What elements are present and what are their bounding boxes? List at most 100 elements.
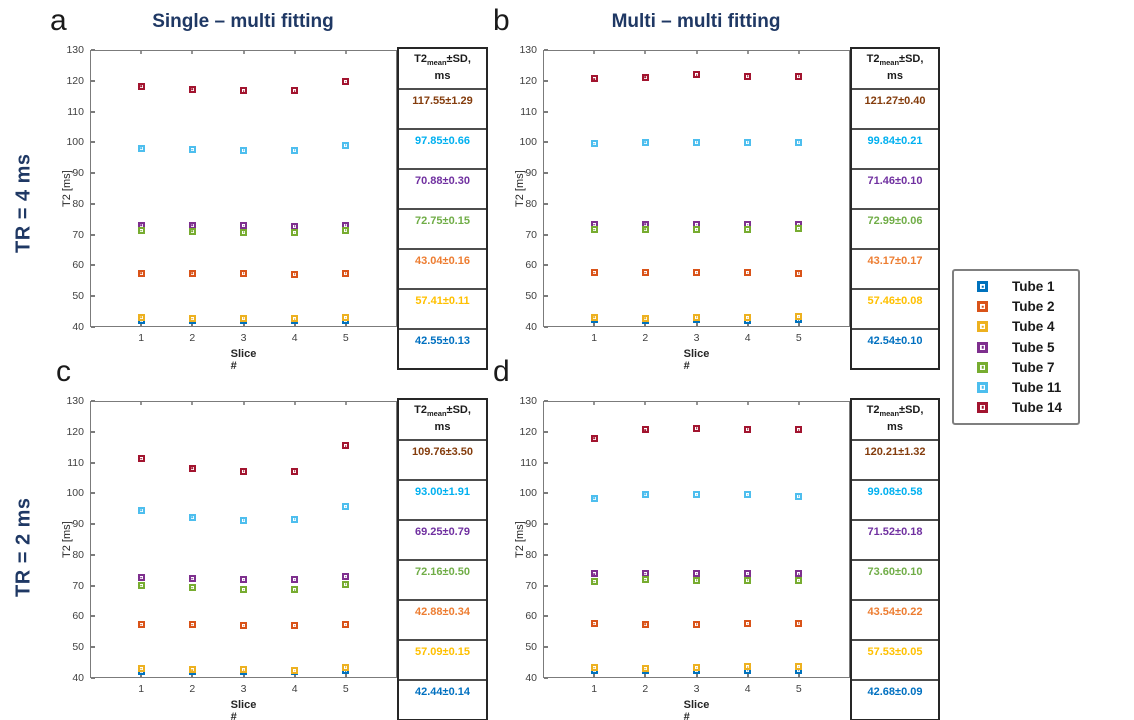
y-tick-label: 110 — [67, 456, 84, 469]
marker-tube-2-s2 — [641, 620, 649, 628]
marker-center-dot — [140, 224, 142, 226]
marker-tube-14-s4 — [744, 425, 752, 433]
marker-center-dot — [695, 579, 698, 581]
marker-center-dot — [140, 229, 142, 232]
table-row-mean-sd: 117.55±1.29 — [399, 90, 486, 130]
legend-item-tube-2: Tube 2 — [954, 299, 1078, 314]
marker-center-dot — [293, 669, 296, 672]
marker-tube-5-s4 — [291, 576, 299, 584]
x-tick-top — [644, 51, 647, 54]
mean-sd-table-b: T2mean±SD, ms 121.27±0.40 99.84±0.21 71.46±0… — [850, 47, 940, 370]
marker-center-dot — [242, 579, 245, 581]
table-row-mean-sd: 72.99±0.06 — [852, 210, 938, 250]
x-tick-label: 3 — [240, 683, 247, 695]
marker-tube-2-s4 — [744, 620, 752, 628]
x-tick-top — [344, 51, 347, 54]
marker-center-dot — [242, 588, 245, 591]
marker-center-dot — [242, 317, 245, 319]
legend-marker-dot — [981, 386, 984, 389]
marker-center-dot — [345, 623, 347, 626]
y-tick — [544, 295, 548, 298]
marker-tube-4-s1 — [590, 664, 598, 672]
y-tick — [544, 615, 548, 618]
marker-tube-5-s2 — [641, 570, 649, 578]
marker-center-dot — [593, 143, 595, 145]
x-tick — [593, 673, 596, 677]
legend-label: Tube 5 — [1012, 339, 1055, 355]
marker-tube-4-s3 — [693, 664, 700, 672]
y-tick-label: 40 — [525, 672, 537, 684]
marker-center-dot — [345, 80, 347, 83]
table-row-mean-sd: 42.55±0.13 — [415, 335, 470, 347]
marker-center-dot — [798, 579, 800, 582]
marker-tube-5-s1 — [590, 570, 598, 578]
y-tick-label: 80 — [525, 548, 537, 561]
marker-tube-11-s2 — [188, 146, 196, 154]
y-tick-label: 50 — [72, 641, 84, 654]
y-tick-label: 90 — [72, 167, 84, 180]
column-title-multi-multi: Multi – multi fitting — [611, 11, 781, 32]
y-tick-label: 120 — [519, 74, 537, 87]
marker-center-dot — [746, 141, 749, 144]
legend-item-tube-14: Tube 14 — [954, 400, 1078, 415]
y-tick-label: 110 — [67, 105, 84, 118]
y-axis-label: T2 [ms] — [61, 170, 73, 207]
marker-center-dot — [140, 147, 142, 149]
row-label-tr-4ms: TR = 4 ms — [12, 153, 35, 253]
marker-tube-2-s2 — [188, 621, 196, 629]
x-tick-top — [593, 402, 596, 405]
x-tick-label: 4 — [744, 332, 751, 344]
legend-marker-icon — [977, 321, 988, 333]
table-row-mean-sd: 57.46±0.08 — [852, 290, 938, 330]
marker-tube-14-s3 — [240, 467, 247, 475]
marker-tube-2-s3 — [693, 269, 700, 277]
marker-tube-7-s1 — [137, 582, 145, 590]
x-tick — [797, 322, 800, 326]
marker-tube-11-s1 — [137, 506, 145, 514]
y-tick-label: 40 — [72, 672, 84, 684]
y-axis-label: T2 [ms] — [514, 521, 526, 558]
y-tick-label: 130 — [66, 395, 84, 407]
marker-center-dot — [345, 224, 347, 227]
marker-tube-7-s2 — [641, 225, 649, 233]
legend-marker-dot — [981, 365, 984, 369]
marker-center-dot — [191, 317, 194, 320]
x-tick-label: 2 — [642, 683, 649, 695]
y-tick-label: 60 — [525, 259, 537, 272]
marker-tube-11-s5 — [342, 141, 350, 149]
x-tick-top — [797, 402, 800, 405]
marker-tube-7-s5 — [795, 577, 803, 585]
marker-center-dot — [798, 272, 800, 275]
table-row-mean-sd: 57.41±0.11 — [399, 290, 486, 330]
legend-marker-dot — [981, 345, 984, 349]
marker-tube-11-s3 — [693, 491, 700, 499]
marker-center-dot — [191, 577, 194, 580]
y-axis-label: T2 [ms] — [61, 521, 73, 558]
marker-center-dot — [695, 272, 698, 274]
marker-tube-4-s2 — [188, 315, 196, 323]
table-row-mean-sd: 42.68±0.09 — [867, 686, 923, 698]
marker-tube-4-s3 — [693, 313, 700, 321]
marker-center-dot — [746, 579, 749, 581]
mean-sd-table-a: T2mean±SD, ms 117.55±1.29 97.85±0.66 70.88±0… — [397, 47, 488, 370]
marker-tube-4-s5 — [795, 663, 803, 671]
marker-tube-11-s2 — [641, 490, 649, 498]
y-tick — [544, 584, 548, 587]
x-tick-top — [191, 51, 194, 54]
x-tick-label: 2 — [189, 332, 196, 344]
marker-center-dot — [798, 665, 800, 668]
marker-center-dot — [746, 272, 749, 274]
x-tick-label: 2 — [189, 683, 196, 695]
marker-center-dot — [293, 470, 296, 473]
marker-center-dot — [798, 573, 800, 575]
x-axis-label: Slice # — [230, 699, 257, 720]
marker-tube-14-s5 — [342, 78, 350, 86]
marker-center-dot — [593, 271, 595, 274]
marker-tube-11-s4 — [291, 146, 299, 154]
legend-marker-icon — [977, 301, 988, 313]
legend-label: Tube 7 — [1012, 359, 1055, 375]
marker-center-dot — [644, 223, 647, 225]
table-row-mean-sd: 73.60±0.10 — [852, 561, 938, 601]
marker-tube-11-s3 — [240, 516, 247, 524]
y-tick — [544, 79, 548, 82]
